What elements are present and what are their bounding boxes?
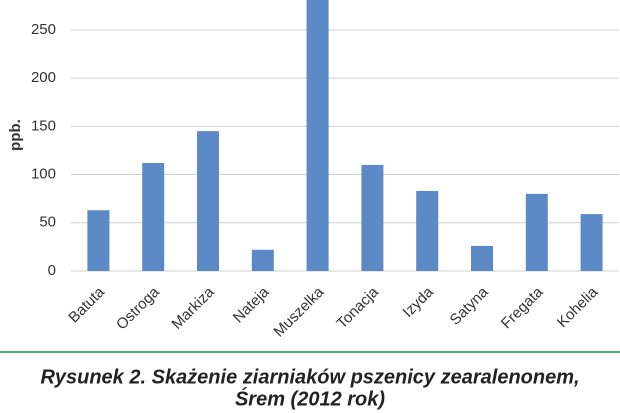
bar <box>471 245 493 271</box>
y-tick-label: 50 <box>39 214 56 231</box>
x-tick-label: Nateja <box>230 283 273 326</box>
y-axis-label: ppb. <box>7 119 24 151</box>
x-tick-label: Kohelia <box>554 283 602 331</box>
x-tick-label: Tonacja <box>333 283 382 332</box>
bar <box>251 249 274 271</box>
bar <box>361 164 384 271</box>
x-tick-label: Markiza <box>168 283 218 333</box>
caption: Śrem (2012 rok) <box>235 386 385 410</box>
caption: Rysunek 2. Skażenie ziarniaków pszenicy … <box>40 366 579 388</box>
bar <box>306 0 329 272</box>
y-tick-label: 250 <box>31 21 56 38</box>
x-tick-label: Muszelka <box>270 283 327 340</box>
x-tick-label: Satyna <box>447 283 493 329</box>
bar <box>525 193 548 271</box>
bar <box>87 210 110 271</box>
y-tick-label: 150 <box>31 117 56 134</box>
x-tick-label: Izyda <box>399 283 437 321</box>
bar <box>580 214 603 271</box>
x-tick-label: Batuta <box>65 283 108 326</box>
x-tick-label: Ostroga <box>113 283 163 333</box>
bar <box>416 190 439 271</box>
y-tick-label: 0 <box>48 262 56 279</box>
y-tick-label: 100 <box>31 166 56 183</box>
bar <box>142 162 165 271</box>
x-tick-label: Fregata <box>498 283 547 332</box>
y-tick-label: 200 <box>31 69 56 86</box>
bar <box>197 131 219 271</box>
